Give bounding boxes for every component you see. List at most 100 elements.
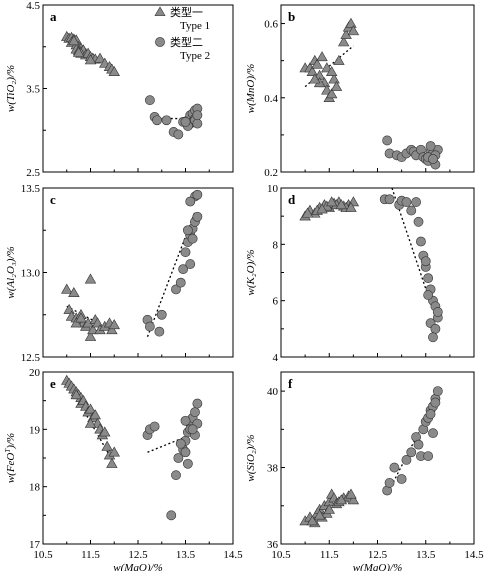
point-type2 [173, 129, 184, 140]
point-type1 [306, 65, 319, 76]
panel-letter: c [50, 192, 56, 207]
point-type1 [84, 273, 97, 284]
point-type1 [330, 80, 343, 91]
point-type2 [382, 135, 393, 146]
point-type1 [84, 417, 97, 428]
point-type1 [70, 389, 82, 400]
y-tick-label: 18 [29, 482, 41, 494]
point-type1 [63, 303, 75, 314]
point-type1 [323, 503, 335, 514]
point-type1 [321, 62, 333, 73]
point-type2 [432, 386, 443, 397]
point-type1 [84, 330, 97, 341]
panel-letter: d [288, 192, 296, 207]
point-type1 [106, 324, 118, 335]
point-type2 [389, 462, 400, 473]
point-type2 [401, 455, 412, 465]
point-type2 [401, 197, 412, 207]
point-type2 [428, 154, 438, 164]
y-tick-label: 0.4 [264, 93, 278, 105]
point-type2 [411, 197, 421, 207]
panel-letter: f [288, 376, 293, 391]
panel-letter: b [288, 9, 295, 24]
point-type1 [301, 207, 314, 218]
point-type1 [106, 457, 118, 468]
panel-letter: a [50, 9, 57, 24]
point-type1 [311, 58, 323, 69]
y-axis-label: w(FeOT)/% [4, 433, 17, 483]
y-tick-label: 6 [273, 296, 279, 308]
point-type2 [430, 397, 441, 408]
point-type2 [432, 307, 443, 317]
panel-b: b 0.2 0.4 0.6 w(MnO)/% [245, 4, 475, 179]
y-tick-label: 12.5 [21, 352, 41, 364]
point-type1 [87, 324, 99, 335]
point-type2 [192, 211, 203, 222]
point-type2 [423, 273, 434, 284]
point-type2 [428, 428, 438, 439]
point-type1 [347, 494, 360, 505]
point-type1 [72, 46, 85, 57]
point-type2 [384, 477, 395, 488]
legend-label-type1-en: Type 1 [180, 20, 210, 32]
point-type1 [89, 409, 101, 420]
y-tick-label: 40 [267, 386, 279, 398]
x-tick-label: 11.5 [320, 549, 339, 561]
point-type1 [94, 52, 106, 63]
point-type1 [335, 199, 348, 210]
x-tick-label: 14.5 [223, 549, 243, 561]
point-type1 [313, 509, 326, 520]
y-tick-label: 4.5 [26, 0, 40, 12]
x-tick-label: 12.5 [128, 549, 148, 561]
point-type1 [316, 203, 328, 214]
legend-label-type1-cn: 类型一 [170, 5, 203, 19]
point-type1 [306, 515, 319, 526]
point-type1 [101, 440, 113, 451]
y-axis-label: w(TiO₂)/% [5, 65, 17, 112]
point-type1 [328, 73, 340, 84]
point-type1 [84, 403, 97, 414]
y-tick-label: 10 [267, 183, 279, 195]
x-tick-label: 13.5 [176, 549, 196, 561]
point-type1 [335, 494, 348, 505]
point-type2 [185, 196, 196, 207]
panel-frame [280, 4, 475, 173]
point-type2 [413, 439, 424, 450]
point-type2 [180, 415, 191, 426]
point-type2 [187, 424, 198, 435]
point-type2 [430, 323, 441, 334]
point-type1 [68, 286, 80, 297]
point-type1 [68, 35, 80, 46]
point-type2 [192, 189, 203, 200]
y-tick-label: 8 [273, 239, 279, 251]
point-type1 [325, 196, 338, 207]
point-type2 [406, 205, 417, 216]
point-type2 [156, 309, 167, 320]
point-type2 [175, 277, 186, 288]
point-type2 [185, 259, 196, 269]
y-tick-label: 4 [273, 352, 279, 364]
point-type2 [166, 510, 177, 521]
legend-marker-type2 [155, 37, 165, 47]
y-axis-label: w(SiO₂)/% [245, 434, 257, 481]
point-type1 [345, 17, 357, 28]
point-type2 [420, 256, 431, 267]
y-tick-label: 38 [267, 463, 279, 475]
y-tick-label: 20 [29, 367, 41, 379]
legend-marker-type1 [154, 6, 166, 17]
trend-line [386, 394, 439, 495]
point-type1 [108, 65, 120, 76]
point-type2 [416, 236, 426, 247]
legend-label-type2-cn: 类型二 [170, 35, 203, 49]
point-type2 [423, 451, 434, 461]
point-type2 [152, 115, 162, 126]
point-type2 [428, 332, 438, 343]
point-type2 [180, 447, 191, 458]
point-type2 [192, 398, 203, 409]
y-tick-label: 2.5 [26, 167, 40, 179]
panel-e: e 17 18 19 20 10.5 11.5 12.5 13.5 14.5 w(FeOT)/% w(… [4, 367, 243, 571]
x-axis-label: w(MgO)/% [353, 562, 403, 571]
point-type1 [316, 51, 328, 62]
point-type2 [182, 225, 193, 236]
